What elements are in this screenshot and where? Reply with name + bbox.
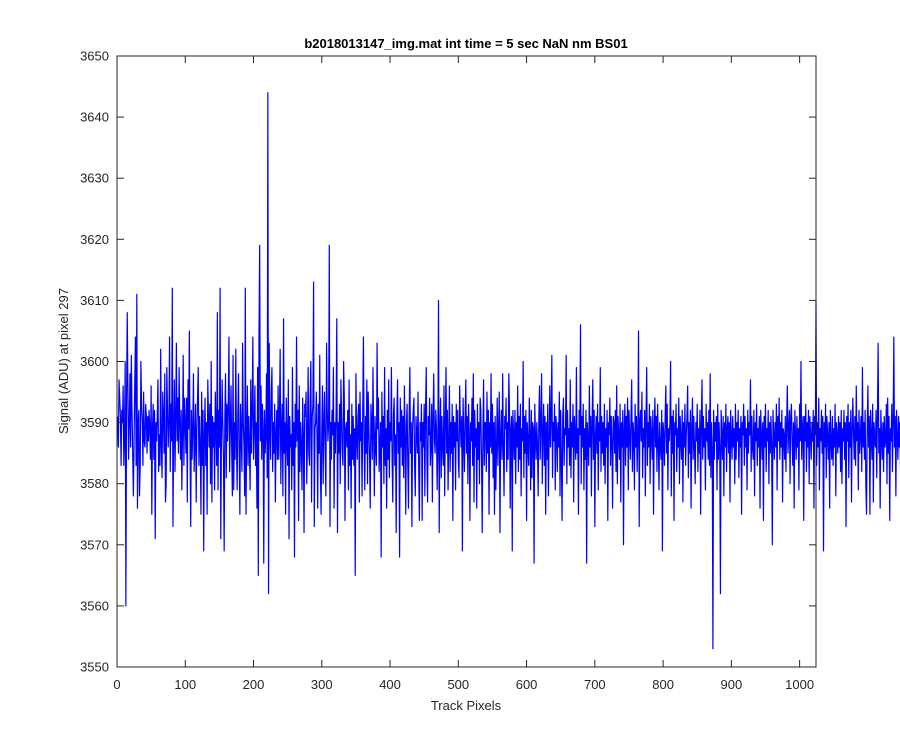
x-axis-label: Track Pixels <box>431 698 502 713</box>
x-tick-label: 200 <box>243 677 265 692</box>
plot-area <box>117 56 816 667</box>
x-tick-label: 1000 <box>785 677 814 692</box>
y-tick-label: 3550 <box>80 660 109 675</box>
y-tick-label: 3600 <box>80 354 109 369</box>
y-tick-label: 3560 <box>80 598 109 613</box>
x-tick-label: 800 <box>652 677 674 692</box>
x-tick-label: 0 <box>113 677 120 692</box>
y-tick-label: 3640 <box>80 110 109 125</box>
axes-box <box>116 55 817 668</box>
y-tick-label: 3580 <box>80 476 109 491</box>
y-tick-label: 3630 <box>80 171 109 186</box>
y-tick-label: 3570 <box>80 537 109 552</box>
y-tick-label: 3650 <box>80 49 109 64</box>
x-tick-label: 900 <box>721 677 743 692</box>
series-line-0 <box>117 92 900 650</box>
x-tick-label: 400 <box>379 677 401 692</box>
data-layer <box>117 92 900 650</box>
x-tick-label: 300 <box>311 677 333 692</box>
y-tick-label: 3590 <box>80 415 109 430</box>
x-tick-label: 500 <box>447 677 469 692</box>
x-tick-label: 700 <box>584 677 606 692</box>
tick-layer: 0 100 200 300 400 500 600 700 800 900 1000 3550 3560… <box>80 49 816 692</box>
y-tick-label: 3610 <box>80 293 109 308</box>
x-tick-label: 600 <box>516 677 538 692</box>
y-axis-label: Signal (ADU) at pixel 297 <box>56 288 71 434</box>
chart-title: b2018013147_img.mat int time = 5 sec NaN… <box>304 36 627 51</box>
y-tick-label: 3620 <box>80 232 109 247</box>
x-tick-label: 100 <box>174 677 196 692</box>
